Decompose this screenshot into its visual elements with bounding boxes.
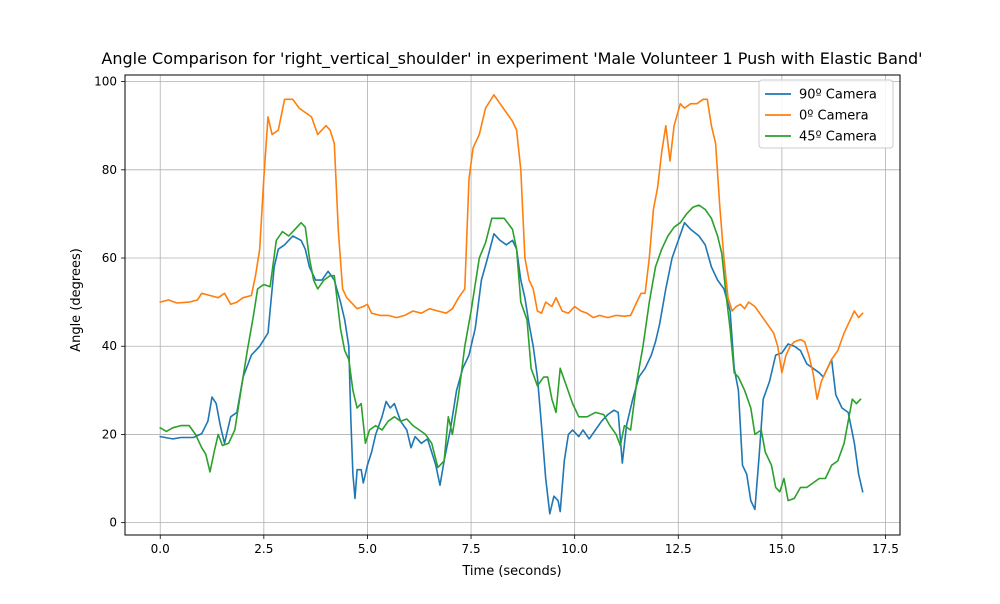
legend-label: 0º Camera [799, 109, 869, 124]
x-tick-label: 10.0 [561, 542, 588, 556]
y-tick-label: 40 [102, 339, 117, 353]
y-tick-label: 0 [109, 516, 117, 530]
y-tick-label: 100 [94, 75, 117, 89]
legend-label: 45º Camera [799, 130, 877, 145]
y-tick-label: 80 [102, 163, 117, 177]
legend-label: 90º Camera [799, 88, 877, 103]
ticks: 0.0 2.5 5.0 7.5 10.0 12.5 15.0 17.5 0 20 40 60 80 100 [94, 75, 899, 556]
chart-title: Angle Comparison for 'right_vertical_sho… [101, 49, 922, 69]
series-line-2 [159, 94, 864, 401]
series-layer [159, 94, 864, 515]
plot-frame [124, 74, 901, 536]
legend: 90º Camera 0º Camera 45º Camera [758, 79, 894, 149]
x-axis-label: Time (seconds) [461, 564, 561, 579]
y-axis-label: Angle (degrees) [69, 248, 84, 352]
x-tick-label: 12.5 [665, 542, 692, 556]
y-tick-label: 60 [102, 251, 117, 265]
x-tick-label: 5.0 [358, 542, 377, 556]
x-tick-label: 17.5 [872, 542, 899, 556]
legend-box [758, 79, 894, 149]
x-tick-label: 0.0 [151, 542, 170, 556]
x-tick-label: 2.5 [254, 542, 273, 556]
series-line-3 [159, 204, 862, 502]
x-tick-label: 15.0 [769, 542, 796, 556]
series-line-1 [159, 221, 864, 515]
y-tick-label: 20 [102, 427, 117, 441]
x-tick-label: 7.5 [462, 542, 481, 556]
